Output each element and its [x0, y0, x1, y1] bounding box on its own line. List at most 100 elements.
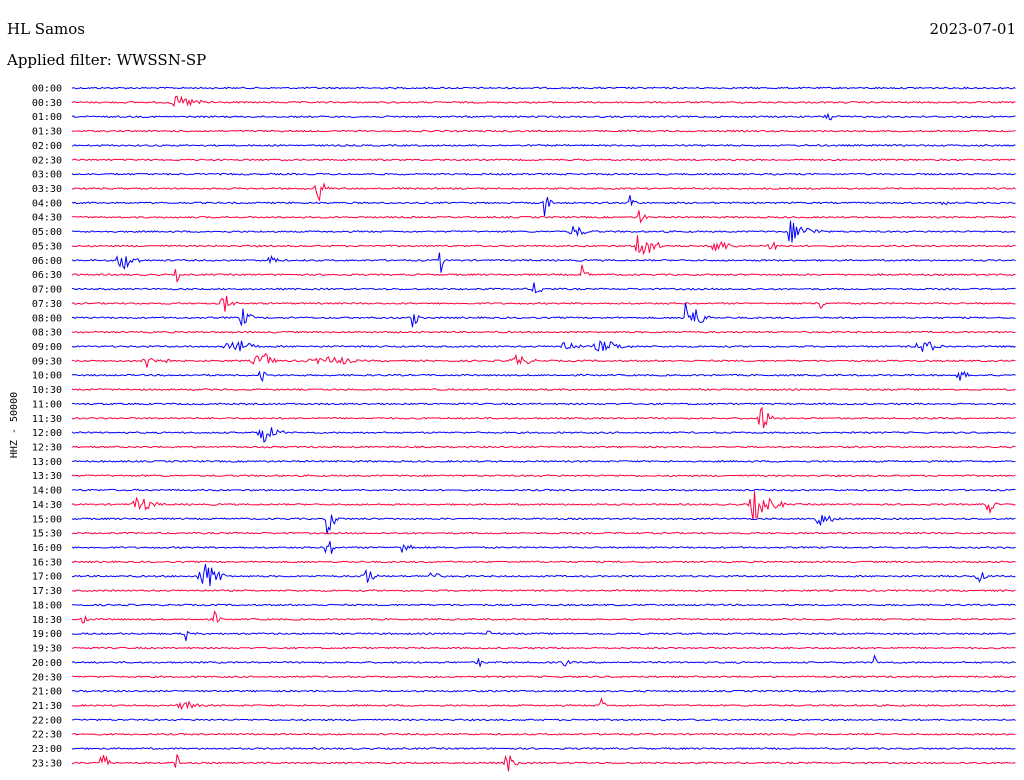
trace-line — [71, 406, 1016, 429]
trace-line — [71, 697, 1016, 711]
trace-line — [71, 445, 1016, 449]
time-label: 04:00 — [32, 198, 62, 209]
time-label: 08:00 — [32, 313, 62, 324]
time-label: 07:00 — [32, 285, 62, 296]
trace-line — [71, 488, 1016, 492]
time-label: 12:30 — [32, 443, 62, 454]
time-label: 00:00 — [32, 84, 62, 95]
time-label: 21:30 — [32, 701, 62, 712]
time-label: 19:00 — [32, 629, 62, 640]
trace-line — [71, 129, 1016, 133]
time-label: 07:30 — [32, 299, 62, 310]
trace-line — [71, 112, 1016, 121]
time-label: 18:00 — [32, 600, 62, 611]
trace-line — [71, 689, 1016, 693]
time-label: 06:30 — [32, 270, 62, 281]
time-label: 10:00 — [32, 371, 62, 382]
filter-label: Applied filter: WWSSN-SP — [7, 51, 207, 69]
time-label: 18:30 — [32, 615, 62, 626]
trace-line — [71, 630, 1016, 641]
trace-line — [71, 474, 1016, 478]
time-label: 08:30 — [32, 328, 62, 339]
time-label: 03:00 — [32, 170, 62, 181]
trace-line — [71, 264, 1016, 283]
trace-line — [71, 95, 1016, 108]
time-label: 11:00 — [32, 399, 62, 410]
trace-line — [71, 514, 1016, 535]
time-label: 10:30 — [32, 385, 62, 396]
trace-line — [71, 330, 1016, 334]
time-label: 01:30 — [32, 127, 62, 138]
trace-line — [71, 235, 1016, 256]
time-label: 04:30 — [32, 213, 62, 224]
trace-line — [71, 646, 1016, 650]
time-label: 02:00 — [32, 141, 62, 152]
time-label: 01:00 — [32, 112, 62, 123]
time-label: 05:30 — [32, 241, 62, 252]
trace-line — [71, 402, 1016, 406]
trace-line — [71, 675, 1016, 679]
time-label: 15:30 — [32, 529, 62, 540]
trace-line — [71, 540, 1016, 554]
trace-line — [71, 564, 1016, 587]
time-label: 13:00 — [32, 457, 62, 468]
time-label: 19:30 — [32, 644, 62, 655]
trace-line — [71, 531, 1016, 535]
time-label: 12:00 — [32, 428, 62, 439]
time-label: 00:30 — [32, 98, 62, 109]
time-label: 06:00 — [32, 256, 62, 267]
time-label: 15:00 — [32, 514, 62, 525]
time-label: 16:00 — [32, 543, 62, 554]
time-label: 03:30 — [32, 184, 62, 195]
trace-line — [71, 182, 1016, 202]
y-axis-label: HHZ - 50000 — [9, 392, 20, 458]
time-label: 17:00 — [32, 572, 62, 583]
trace-line — [71, 282, 1016, 294]
trace-line — [71, 210, 1016, 224]
trace-line — [71, 747, 1016, 751]
time-label: 13:30 — [32, 471, 62, 482]
trace-line — [71, 718, 1016, 722]
trace-line — [71, 295, 1016, 312]
time-label: 09:00 — [32, 342, 62, 353]
time-label: 21:00 — [32, 687, 62, 698]
trace-line — [71, 370, 1016, 383]
trace-line — [71, 388, 1016, 392]
time-label: 17:30 — [32, 586, 62, 597]
time-label: 22:30 — [32, 730, 62, 741]
trace-line — [71, 86, 1016, 90]
time-label: 02:30 — [32, 155, 62, 166]
time-label: 23:30 — [32, 758, 62, 769]
time-label: 23:00 — [32, 744, 62, 755]
time-label: 14:30 — [32, 500, 62, 511]
trace-line — [71, 252, 1016, 273]
trace-line — [71, 172, 1016, 176]
trace-line — [71, 158, 1016, 162]
time-label: 20:30 — [32, 672, 62, 683]
trace-line — [71, 610, 1016, 624]
trace-line — [71, 603, 1016, 607]
time-label: 14:00 — [32, 486, 62, 497]
time-label: 09:30 — [32, 356, 62, 367]
time-tick-labels: 00:00 00:30 01:00 01:30 02:00 02:30 03:00 03:30… — [32, 84, 62, 770]
trace-line — [71, 732, 1016, 736]
trace-line — [71, 352, 1016, 368]
trace-line — [71, 589, 1016, 593]
trace-line — [71, 220, 1016, 243]
trace-line — [71, 560, 1016, 564]
time-label: 16:30 — [32, 557, 62, 568]
trace-line — [71, 143, 1016, 147]
trace-line — [71, 340, 1016, 352]
record-date: 2023-07-01 — [929, 20, 1016, 38]
trace-group — [71, 86, 1016, 772]
trace-line — [71, 195, 1016, 217]
trace-line — [71, 654, 1016, 667]
trace-line — [71, 459, 1016, 463]
time-label: 22:00 — [32, 715, 62, 726]
time-label: 05:00 — [32, 227, 62, 238]
trace-line — [71, 302, 1016, 328]
trace-line — [71, 754, 1016, 772]
time-label: 20:00 — [32, 658, 62, 669]
trace-line — [71, 427, 1016, 444]
